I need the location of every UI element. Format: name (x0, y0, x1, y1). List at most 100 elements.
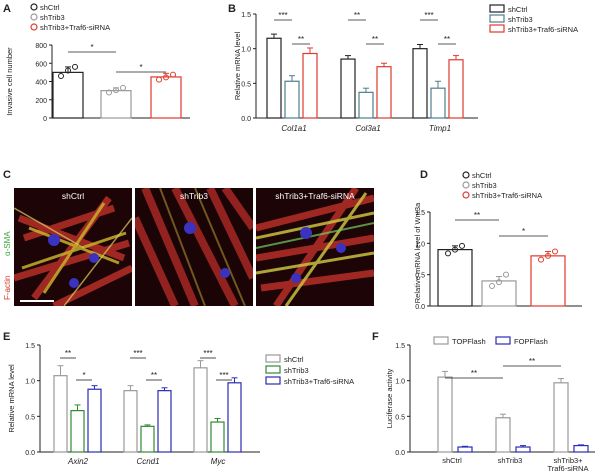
legend-label: shTrib3 (284, 366, 309, 375)
legend-label: shCtrl (508, 5, 528, 14)
bar (302, 52, 318, 119)
legend-marker (30, 13, 38, 21)
scale-bar (20, 300, 54, 302)
bar (284, 80, 300, 119)
significance-mark: *** (424, 11, 433, 20)
significance-mark: ** (65, 349, 71, 358)
bar (515, 446, 531, 453)
data-point (452, 246, 458, 253)
significance-mark: * (522, 227, 525, 236)
significance-mark: ** (529, 357, 535, 366)
y-tick-label: 200 (35, 98, 47, 105)
bar (340, 58, 356, 119)
legend-label: shTrib3 (508, 15, 533, 24)
bar (227, 382, 242, 453)
y-tick-label: 1.0 (415, 241, 425, 248)
panel-letter: A (3, 3, 11, 15)
bar (140, 425, 155, 453)
bar (193, 367, 208, 453)
bar (448, 59, 464, 119)
bar (358, 91, 374, 119)
micrograph-caption: shTrib3 (179, 191, 209, 201)
micrograph-caption: shTrib3+Traf6-siRNA (275, 191, 355, 201)
panel-letter: E (3, 331, 10, 343)
legend-swatch (433, 336, 449, 345)
y-tick-label: 0.0 (415, 304, 425, 311)
bar (495, 417, 511, 453)
fibroblast-cells-image (135, 188, 253, 306)
panel-letter: B (228, 3, 236, 15)
legend-label: shTrib3+Traf6-siRNA (472, 191, 542, 200)
stain-label-sma: α-SMA (3, 231, 12, 256)
bar (123, 390, 138, 453)
legend-marker (462, 181, 470, 189)
significance-mark: ** (354, 11, 360, 20)
y-tick-label: 600 (35, 61, 47, 68)
x-tick-label: Ccnd1 (136, 457, 159, 466)
bar (437, 376, 453, 453)
bar (553, 382, 569, 453)
bar (376, 66, 392, 119)
bar (530, 255, 566, 307)
significance-mark: ** (151, 371, 157, 380)
significance-mark: *** (278, 11, 287, 20)
bar (52, 71, 84, 119)
bar (430, 87, 446, 119)
y-tick-label: 800 (35, 43, 47, 50)
bar (100, 90, 132, 119)
bar (437, 249, 473, 307)
y-tick-label: 0.5 (415, 273, 425, 280)
fibroblast-cells-image (256, 188, 374, 306)
x-tick-label: shTrib3 (498, 456, 523, 465)
stain-label-actin: F-actin (3, 275, 12, 300)
data-point (58, 73, 64, 80)
panel-letter: C (3, 169, 11, 181)
legend-marker (30, 3, 38, 11)
legend-marker (30, 23, 38, 31)
bar (87, 388, 102, 453)
significance-mark: ** (298, 35, 304, 44)
y-tick-label: 0.0 (241, 116, 251, 123)
y-tick-label: 0.0 (395, 450, 405, 457)
legend-swatch (489, 24, 505, 33)
y-tick-label: 1.5 (241, 12, 251, 19)
legend-marker (462, 191, 470, 199)
y-tick-label: 1.0 (241, 47, 251, 54)
fibroblast-cells-image (14, 188, 132, 306)
legend-label: FOPFlash (514, 337, 548, 346)
x-tick-label: Timp1 (429, 124, 451, 133)
y-tick-label: 1.5 (395, 343, 405, 350)
data-point (489, 282, 495, 289)
y-axis-label: Luciferase activity (385, 368, 394, 428)
y-axis-label: Relative mRNA level (233, 31, 242, 100)
y-tick-label: 1.0 (395, 379, 405, 386)
micrograph-shtrib3: shTrib3 (135, 188, 253, 306)
legend-swatch (265, 376, 281, 385)
y-tick-label: 0 (43, 116, 47, 123)
y-tick-label: 0.5 (25, 414, 35, 421)
legend-swatch (265, 365, 281, 374)
x-tick-label: Traf6-siRNA (548, 464, 589, 473)
legend-marker (462, 171, 470, 179)
significance-mark: *** (133, 349, 142, 358)
y-tick-label: 0.5 (395, 414, 405, 421)
y-tick-label: 1.0 (25, 379, 35, 386)
bar (70, 410, 85, 453)
bar (457, 446, 473, 453)
legend-label: TOPFlash (452, 337, 486, 346)
data-point (72, 63, 78, 70)
data-point (106, 89, 112, 96)
data-point (545, 252, 551, 259)
legend-label: shTrib3+Traf6-siRNA (508, 25, 578, 34)
legend-swatch (495, 336, 511, 345)
x-tick-label: Axin2 (67, 457, 89, 466)
y-tick-label: 0.5 (241, 81, 251, 88)
significance-mark: * (139, 63, 142, 72)
significance-mark: *** (219, 371, 228, 380)
bar (157, 390, 172, 453)
data-point (538, 256, 544, 263)
y-axis-label: Invasive cell number (5, 47, 14, 116)
bar (53, 375, 68, 453)
data-point (163, 74, 169, 81)
